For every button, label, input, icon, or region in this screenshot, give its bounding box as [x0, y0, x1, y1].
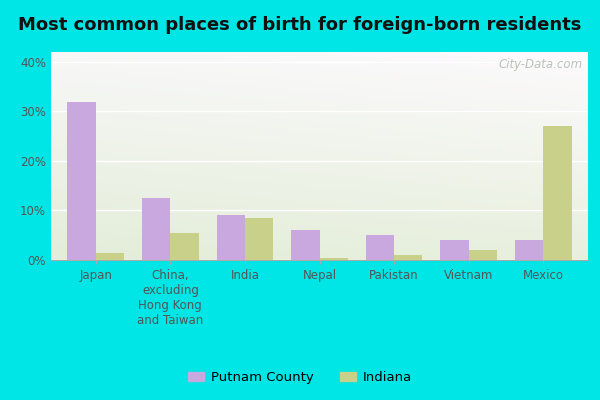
Bar — [543, 126, 572, 260]
Bar — [469, 250, 497, 260]
Bar — [291, 230, 320, 260]
Bar — [440, 240, 469, 260]
Bar — [394, 255, 422, 260]
Bar — [142, 198, 170, 260]
Text: Most common places of birth for foreign-born residents: Most common places of birth for foreign-… — [19, 16, 581, 34]
Bar — [67, 102, 96, 260]
Legend: Putnam County, Indiana: Putnam County, Indiana — [183, 366, 417, 390]
Bar — [320, 258, 348, 260]
Bar — [245, 218, 273, 260]
Bar — [170, 233, 199, 260]
Bar — [515, 240, 543, 260]
Bar — [366, 235, 394, 260]
Text: City-Data.com: City-Data.com — [499, 58, 583, 71]
Bar — [217, 216, 245, 260]
Bar — [96, 252, 124, 260]
